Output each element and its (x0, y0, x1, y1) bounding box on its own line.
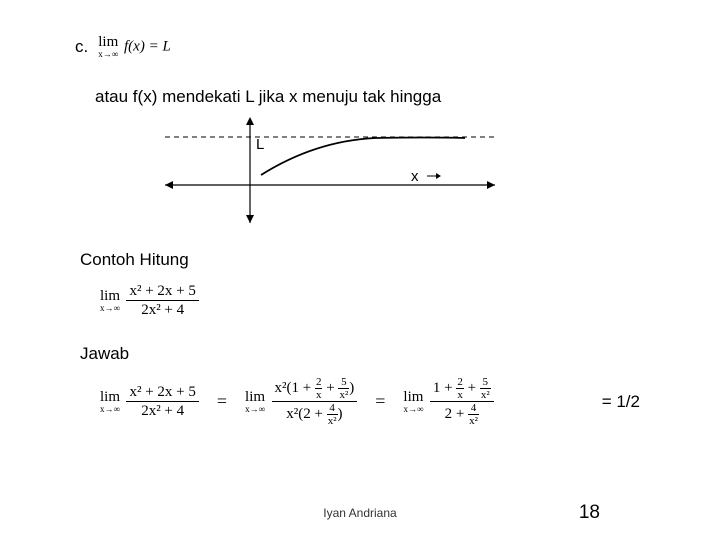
final-result: = 1/2 (602, 392, 650, 412)
answer-heading: Jawab (80, 344, 650, 364)
answer-steps: limx→∞ x² + 2x + 5 2x² + 4 = limx→∞ x²(1… (100, 376, 650, 427)
example-heading: Contoh Hitung (80, 250, 650, 270)
page-number: 18 (579, 502, 600, 524)
svg-text:x: x (411, 168, 419, 185)
svg-text:L: L (256, 136, 264, 153)
limit-expression-c: limx→∞ f(x) = L (98, 35, 171, 59)
description-text: atau f(x) mendekati L jika x menuju tak … (95, 87, 650, 107)
limit-diagram: Lx (165, 113, 650, 228)
example-expression: limx→∞ x² + 2x + 5 2x² + 4 (100, 282, 650, 319)
item-label: c. (75, 37, 88, 57)
footer-author: Iyan Andriana (323, 506, 396, 520)
